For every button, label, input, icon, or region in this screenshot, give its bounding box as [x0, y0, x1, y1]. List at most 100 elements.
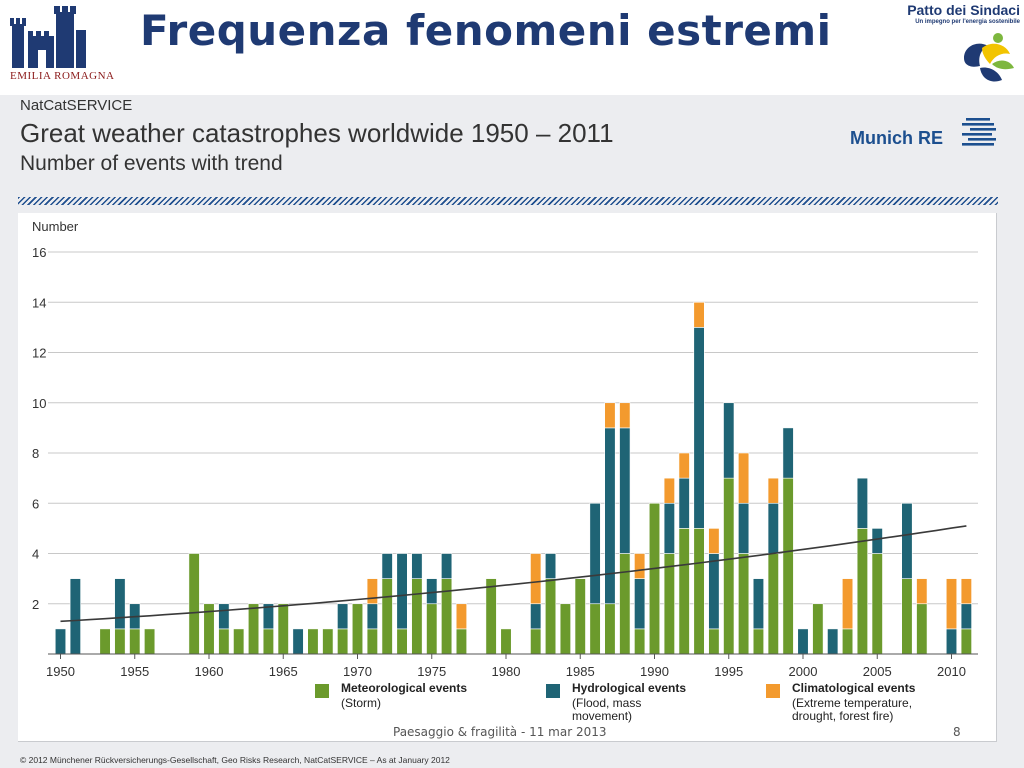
bar-segment-hydrological — [827, 628, 839, 655]
y-tick-label: 6 — [32, 496, 39, 511]
bar-segment-meteorological — [500, 628, 512, 655]
bar-segment-hydrological — [396, 553, 408, 630]
bar-segment-meteorological — [248, 603, 260, 655]
bar-segment-hydrological — [69, 578, 81, 655]
x-tick-label: 2005 — [863, 664, 892, 679]
x-tick-label: 1960 — [195, 664, 224, 679]
bar-segment-climatological — [366, 578, 378, 605]
bar-segment-climatological — [678, 452, 690, 479]
legend-swatch — [766, 684, 780, 698]
legend-description: (Flood, mass — [572, 696, 641, 710]
bar-segment-climatological — [604, 402, 616, 429]
partner-title: Patto dei Sindaci — [907, 2, 1020, 18]
x-tick-label: 1995 — [714, 664, 743, 679]
bar-segment-hydrological — [441, 553, 453, 579]
bar-segment-meteorological — [604, 603, 616, 655]
legend-description: (Storm) — [341, 696, 381, 710]
bar-segment-meteorological — [129, 628, 141, 655]
x-tick-label: 2010 — [937, 664, 966, 679]
patto-dei-sindaci-logo — [964, 33, 1014, 82]
y-tick-labels: 2 4 6 8 10 12 14 16 — [32, 245, 46, 612]
bar-segment-hydrological — [797, 628, 809, 655]
copyright-notice: © 2012 Münchener Rückversicherungs-Gesel… — [20, 755, 450, 765]
bar-segment-meteorological — [188, 553, 200, 655]
bar-segment-meteorological — [277, 603, 289, 655]
bar-segment-hydrological — [262, 603, 274, 630]
x-tick-label: 1985 — [566, 664, 595, 679]
x-tick-label: 1975 — [417, 664, 446, 679]
bar-segment-meteorological — [767, 553, 779, 655]
bar-segment-meteorological — [960, 628, 972, 655]
x-tick-label: 1950 — [46, 664, 75, 679]
bar-segment-climatological — [663, 477, 675, 504]
bar-segment-hydrological — [634, 578, 646, 630]
bar-segment-climatological — [634, 553, 646, 579]
bar-segment-meteorological — [544, 578, 557, 655]
bar-segment-hydrological — [678, 477, 690, 529]
bar-segment-meteorological — [812, 603, 824, 655]
bar-segment-meteorological — [99, 628, 111, 655]
bar-segment-meteorological — [262, 628, 274, 655]
bar-segment-climatological — [841, 578, 854, 630]
bar-segment-climatological — [530, 553, 542, 605]
bar-segment-meteorological — [871, 553, 883, 655]
bar-segment-meteorological — [485, 578, 497, 655]
bar-segment-meteorological — [589, 603, 601, 655]
bar-segment-meteorological — [723, 477, 735, 655]
bar-segment-hydrological — [752, 578, 765, 630]
legend: Meteorological events(Storm) Hydrological… — [315, 681, 916, 723]
bar-segment-hydrological — [426, 578, 438, 605]
legend-swatch — [315, 684, 329, 698]
legend-label: Meteorological events — [341, 681, 467, 695]
bar-segment-climatological — [455, 603, 468, 630]
bar-segment-meteorological — [144, 628, 156, 655]
bar-segment-hydrological — [530, 603, 542, 630]
bar-segment-meteorological — [366, 628, 378, 655]
bar-segment-hydrological — [54, 628, 67, 655]
footer-note: Paesaggio & fragilità - 11 mar 2013 — [393, 725, 607, 739]
trend-line — [60, 525, 967, 623]
y-tick-label: 4 — [32, 547, 39, 562]
x-tick-label: 1965 — [269, 664, 298, 679]
x-tick-label: 2000 — [789, 664, 818, 679]
source-label: NatCatSERVICE — [20, 97, 133, 114]
bar-segment-meteorological — [381, 578, 393, 655]
bar-segment-hydrological — [767, 502, 779, 554]
y-tick-label: 16 — [32, 245, 46, 260]
bar-segment-hydrological — [619, 427, 631, 554]
bar-segment-meteorological — [738, 553, 750, 655]
bar-segment-meteorological — [693, 528, 705, 655]
bar-segment-hydrological — [693, 327, 705, 529]
bar-segment-meteorological — [322, 628, 334, 655]
bar-segment-climatological — [693, 301, 705, 328]
bar-segment-climatological — [708, 528, 720, 554]
bar-segment-hydrological — [901, 502, 913, 579]
emilia-romagna-castle-logo — [10, 6, 86, 68]
slide-title: Frequenza fenomeni estremi — [140, 6, 832, 55]
bar-segment-meteorological — [648, 502, 661, 655]
bar-segment-meteorological — [634, 628, 646, 655]
x-tick-labels: 1950 1955 1960 1965 1970 1975 1980 1985 1990 1995… — [46, 654, 966, 679]
bar-segment-meteorological — [559, 603, 571, 655]
bar-segment-hydrological — [782, 427, 794, 479]
bar-segment-climatological — [960, 578, 972, 605]
bar-segment-climatological — [619, 402, 631, 429]
bar-segment-meteorological — [455, 628, 468, 655]
bar-segment-meteorological — [841, 628, 854, 655]
bar-segment-meteorological — [663, 553, 675, 655]
y-tick-label: 14 — [32, 295, 46, 310]
bar-segment-hydrological — [663, 502, 675, 554]
gridlines — [48, 251, 978, 605]
bar-segment-hydrological — [871, 528, 883, 554]
munich-re-logo-text: Munich RE — [850, 128, 943, 148]
munich-re-mark-icon — [962, 118, 996, 146]
bar-segment-meteorological — [396, 628, 408, 655]
bar-segment-climatological — [738, 452, 750, 504]
bar-segment-meteorological — [708, 628, 720, 655]
bars — [54, 301, 972, 655]
bar-segment-climatological — [945, 578, 958, 630]
bar-segment-meteorological — [351, 603, 364, 655]
chart-title: Great weather catastrophes worldwide 195… — [20, 118, 614, 148]
bar-segment-meteorological — [441, 578, 453, 655]
bar-segment-meteorological — [782, 477, 794, 655]
